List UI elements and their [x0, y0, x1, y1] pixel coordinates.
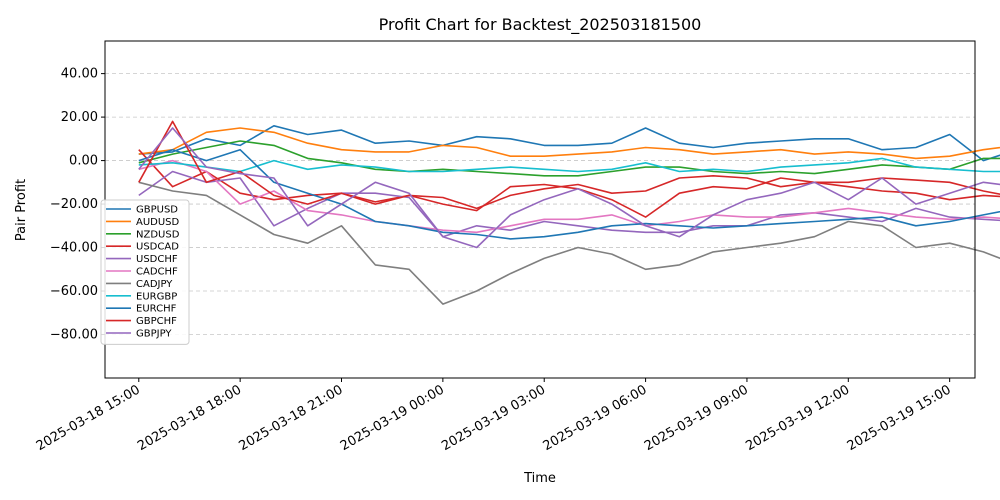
- legend-label: EURGBP: [136, 291, 177, 302]
- legend-label: GBPJPY: [136, 329, 172, 340]
- series-line-nzdusd: [138, 140, 1000, 177]
- legend-label: EURCHF: [136, 304, 177, 315]
- y-axis: −80.00 −60.00 −40.00 −20.00 0.00 20.00 40.00: [50, 67, 105, 343]
- chart-title: Profit Chart for Backtest_202503181500: [379, 15, 702, 35]
- legend-label: USDCHF: [136, 254, 178, 265]
- series-line-usdcad: [138, 149, 1000, 210]
- x-axis-label: Time: [523, 471, 556, 486]
- y-grid: [105, 73, 975, 335]
- legend-label: CADJPY: [136, 279, 173, 290]
- series-line-usdchf: [138, 170, 1000, 238]
- legend-label: USDCAD: [136, 242, 179, 253]
- y-tick-label: 40.00: [61, 67, 98, 82]
- y-tick-label: −80.00: [50, 328, 98, 343]
- legend-label: CADCHF: [136, 267, 178, 278]
- y-tick-label: −40.00: [50, 241, 98, 256]
- y-tick-label: −60.00: [50, 284, 98, 299]
- series-line-eurchf: [138, 148, 1000, 240]
- y-tick-label: −20.00: [50, 197, 98, 212]
- series-line-eurgbp: [138, 157, 1000, 173]
- legend-label: GBPUSD: [136, 205, 178, 216]
- legend-label: GBPCHF: [136, 316, 177, 327]
- legend-label: AUDUSD: [136, 217, 180, 228]
- y-tick-label: 0.00: [69, 154, 98, 169]
- series-line-audusd: [138, 127, 1000, 160]
- series-lines: [138, 120, 1000, 305]
- legend-label: NZDUSD: [136, 229, 180, 240]
- y-axis-label: Pair Profit: [14, 179, 29, 241]
- series-line-gbpusd: [138, 125, 1000, 162]
- y-tick-label: 20.00: [61, 110, 98, 125]
- series-line-cadjpy: [138, 181, 1000, 305]
- series-line-gbpjpy: [138, 127, 1000, 249]
